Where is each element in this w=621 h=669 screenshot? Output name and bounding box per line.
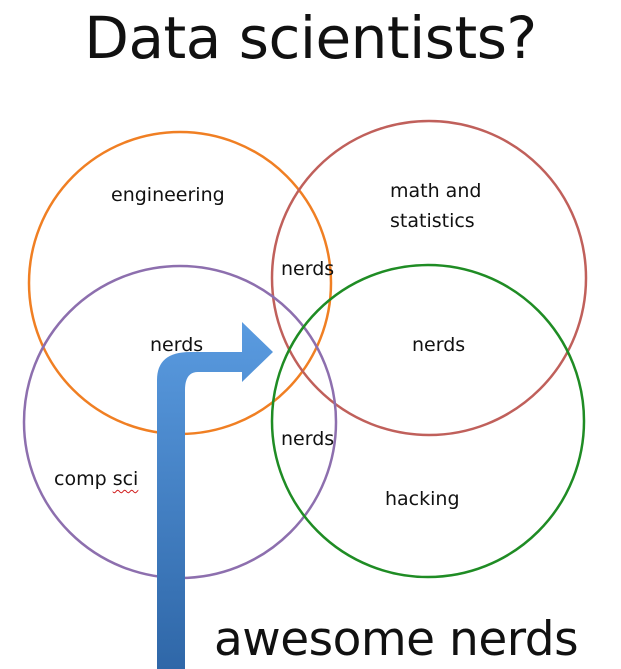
hacking-label: hacking [385, 488, 460, 510]
overlap-label-math-hacking: nerds [412, 334, 466, 356]
math-label-line1: math and [390, 180, 482, 202]
compsci-label: comp sci [54, 464, 138, 494]
compsci-label-word1: comp [54, 468, 107, 490]
compsci-label-word2: sci [112, 468, 139, 490]
math-label-line2: statistics [390, 210, 475, 232]
overlap-label-compsci-hacking: nerds [281, 428, 335, 450]
slide-title: Data scientists? [84, 4, 537, 72]
awesome-nerds-callout: awesome nerds [214, 612, 579, 667]
overlap-label-eng-compsci: nerds [150, 334, 204, 356]
bent-arrow [157, 322, 273, 669]
engineering-label: engineering [111, 184, 225, 206]
math-statistics-circle [270, 119, 588, 437]
hacking-circle [270, 263, 586, 579]
overlap-label-eng-math: nerds [281, 258, 335, 280]
